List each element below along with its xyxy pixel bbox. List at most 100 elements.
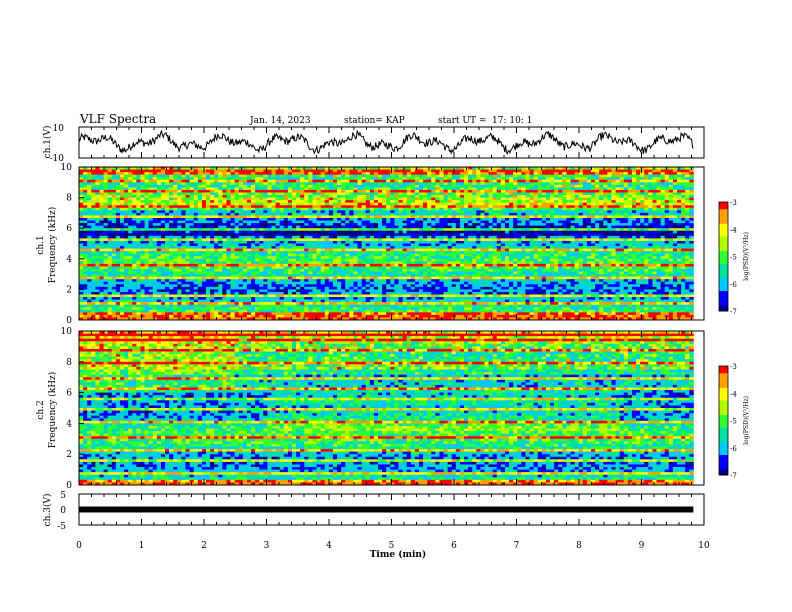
spectrogram-cell	[91, 212, 96, 216]
spectrogram-cell	[464, 207, 469, 211]
spectrogram-cell	[99, 233, 104, 237]
spectrogram-cell	[423, 230, 428, 234]
spectrogram-cell	[681, 228, 686, 232]
spectrogram-cell	[402, 218, 408, 221]
spectrogram-cell	[500, 218, 506, 221]
spectrogram-cell	[341, 246, 346, 249]
spectrogram-cell	[492, 230, 498, 234]
spectrogram-cell	[251, 205, 256, 209]
spectrogram-cell	[386, 225, 391, 229]
spectrogram-cell	[83, 235, 88, 239]
spectrogram-cell	[431, 167, 436, 170]
spectrogram-cell	[636, 167, 641, 170]
spectrogram-cell	[136, 197, 141, 201]
spectrogram-cell	[439, 192, 444, 196]
spectrogram-cell	[99, 218, 104, 221]
spectrogram-cell	[468, 200, 473, 204]
spectrogram-cell	[513, 225, 518, 229]
spectrogram-cell	[152, 223, 158, 227]
spectrogram-cell	[676, 195, 682, 198]
spectrogram-cell	[656, 210, 662, 214]
spectrogram-cell	[337, 187, 342, 191]
spectrogram-cell	[578, 243, 584, 247]
spectrogram-cell	[177, 233, 182, 237]
spectrogram-cell	[459, 215, 465, 219]
spectrogram-cell	[140, 220, 145, 224]
spectrogram-cell	[324, 177, 330, 181]
spectrogram-cell	[312, 212, 317, 216]
spectrogram-cell	[255, 225, 260, 229]
spectrogram-cell	[451, 197, 457, 201]
spectrogram-cell	[496, 187, 502, 191]
spectrogram-cell	[296, 172, 301, 176]
spectrogram-cell	[418, 205, 424, 209]
spectrogram-cell	[570, 207, 575, 211]
spectrogram-cell	[226, 215, 231, 219]
spectrogram-cell	[353, 243, 358, 247]
spectrogram-cell	[205, 228, 211, 232]
spectrogram-cell	[193, 240, 199, 244]
spectrogram-cell	[308, 177, 313, 181]
spectrogram-cell	[504, 205, 510, 209]
spectrogram-cell	[328, 189, 334, 193]
spectrogram-cell	[554, 174, 559, 178]
spectrogram-cell	[611, 182, 616, 186]
spectrogram-cell	[468, 207, 473, 211]
spectrogram-cell	[689, 207, 694, 211]
spectrogram-cell	[222, 243, 227, 247]
spectrogram-cell	[443, 210, 449, 214]
spectrogram-cell	[681, 235, 686, 239]
spectrogram-cell	[279, 172, 285, 176]
spectrogram-cell	[189, 246, 195, 249]
spectrogram-cell	[545, 192, 551, 196]
spectrogram-cell	[660, 218, 666, 221]
spectrogram-cell	[423, 187, 428, 191]
spectrogram-cell	[468, 218, 473, 221]
spectrogram-cell	[320, 177, 326, 181]
spectrogram-cell	[165, 197, 170, 201]
spectrogram-cell	[615, 207, 621, 211]
spectrogram-cell	[644, 195, 649, 198]
spectrogram-cell	[124, 167, 129, 170]
spectrogram-cell	[251, 215, 256, 219]
spectrogram-cell	[574, 228, 580, 232]
spectrogram-cell	[349, 197, 354, 201]
spectrogram-cell	[263, 192, 268, 196]
spectrogram-cell	[304, 230, 309, 234]
spectrogram-cell	[590, 177, 596, 181]
spectrogram-cell	[95, 220, 100, 224]
spectrogram-cell	[201, 210, 207, 214]
spectrogram-cell	[300, 220, 305, 224]
spectrogram-cell	[427, 233, 432, 237]
spectrogram-cell	[95, 251, 100, 255]
spectrogram-cell	[287, 177, 293, 181]
spectrogram-cell	[382, 225, 387, 229]
spectrogram-cell	[672, 225, 678, 229]
spectrogram-cell	[222, 192, 227, 196]
spectrogram-cell	[533, 212, 539, 216]
spectrogram-cell	[550, 228, 555, 232]
spectrogram-cell	[214, 172, 219, 176]
spectrogram-cell	[607, 212, 612, 216]
spectrogram-cell	[648, 169, 653, 173]
spectrogram-cell	[242, 179, 248, 183]
spectrogram-cell	[259, 174, 264, 178]
spectrogram-cell	[517, 223, 522, 227]
spectrogram-cell	[165, 167, 170, 170]
spectrogram-cell	[152, 174, 158, 178]
spectrogram-cell	[427, 172, 432, 176]
spectrogram-cell	[115, 179, 121, 183]
spectrogram-cell	[316, 238, 322, 242]
spectrogram-cell	[337, 210, 342, 214]
spectrogram-cell	[79, 228, 84, 232]
spectrogram-cell	[611, 230, 616, 234]
spectrogram-cell	[83, 220, 88, 224]
spectrogram-cell	[165, 184, 170, 188]
spectrogram-cell	[304, 218, 309, 221]
spectrogram-cell	[296, 210, 301, 214]
spectrogram-cell	[79, 177, 84, 181]
spectrogram-cell	[685, 179, 690, 183]
spectrogram-cell	[246, 210, 252, 214]
spectrogram-cell	[427, 177, 432, 181]
spectrogram-cell	[562, 225, 567, 229]
